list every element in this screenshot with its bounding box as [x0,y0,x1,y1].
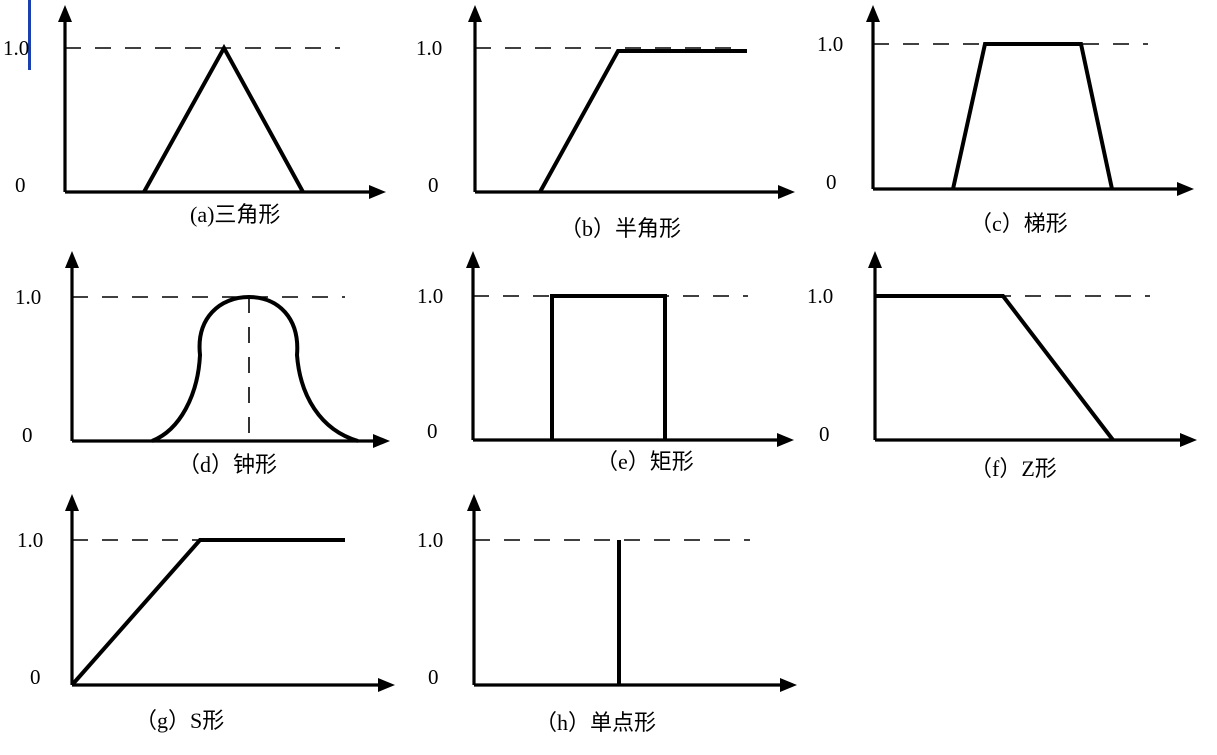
panel-e-y-top-label: 1.0 [417,284,443,308]
panel-a-triangle: 1.0 0 (a)三角形 [3,5,386,227]
panel-b-half-curve [538,49,747,193]
panel-f-x-arrow [1180,433,1197,447]
panel-d-x-arrow [373,434,390,448]
panel-f-y-arrow [868,251,882,268]
panel-g-y-arrow [65,494,79,511]
panel-f-z-shape: 1.0 0 （f）Z形 [807,251,1197,481]
panel-b-x-arrow [778,185,795,199]
panel-b-y-arrow [468,5,482,22]
panel-b-half-trapezoid: 1.0 0 （b）半角形 [416,5,795,241]
panel-d-y-zero-label: 0 [22,423,33,447]
panel-d-y-top-label: 1.0 [15,285,41,309]
panel-d-bell: 1.0 0 （d）钟形 [15,251,390,477]
panel-g-x-arrow [378,678,395,692]
panel-g-caption: （g）S形 [135,708,224,733]
panel-h-caption: （h）单点形 [535,710,656,735]
panel-e-y-arrow [466,251,480,268]
panel-g-s-curve [70,538,345,687]
panel-c-caption: （c）梯形 [970,211,1068,236]
panel-e-caption: （e）矩形 [596,449,694,474]
panel-h-singleton: 1.0 0 （h）单点形 [417,494,797,735]
panel-h-x-arrow [780,678,797,692]
panel-g-y-zero-label: 0 [30,665,41,689]
panel-e-y-zero-label: 0 [427,419,438,443]
panel-d-bell-curve [151,294,359,443]
panel-e-rectangle: 1.0 0 （e）矩形 [417,251,794,474]
panel-a-y-zero-label: 0 [15,173,26,197]
panel-g-s-shape: 1.0 0 （g）S形 [17,494,395,733]
panel-d-caption: （d）钟形 [178,452,277,477]
panel-a-caption: (a)三角形 [190,202,280,227]
panel-c-trapezoid: 1.0 0 （c）梯形 [817,5,1194,236]
panel-b-caption: （b）半角形 [560,216,681,241]
text-cursor-bar [28,0,31,70]
panel-h-y-top-label: 1.0 [417,528,443,552]
panel-a-y-arrow [58,5,72,22]
panel-e-x-arrow [777,433,794,447]
panel-c-y-arrow [866,5,880,22]
panel-a-x-arrow [369,185,386,199]
panel-g-y-top-label: 1.0 [17,528,43,552]
panel-f-caption: （f）Z形 [970,456,1057,481]
panel-a-triangle-curve [142,43,305,193]
panel-f-y-zero-label: 0 [819,422,830,446]
panel-f-y-top-label: 1.0 [807,284,833,308]
panel-e-rectangle-curve [550,294,667,440]
panel-b-y-top-label: 1.0 [416,36,442,60]
panel-d-y-arrow [65,251,79,268]
panel-c-trapezoid-curve [951,42,1114,190]
panel-a-y-top-label: 1.0 [3,36,29,60]
panel-b-y-zero-label: 0 [428,173,439,197]
panel-f-z-curve [875,294,1115,442]
panel-h-y-zero-label: 0 [428,665,439,689]
panel-c-y-zero-label: 0 [826,170,837,194]
panel-c-y-top-label: 1.0 [817,32,843,56]
panel-h-y-arrow [467,494,481,511]
panel-c-x-arrow [1177,182,1194,196]
